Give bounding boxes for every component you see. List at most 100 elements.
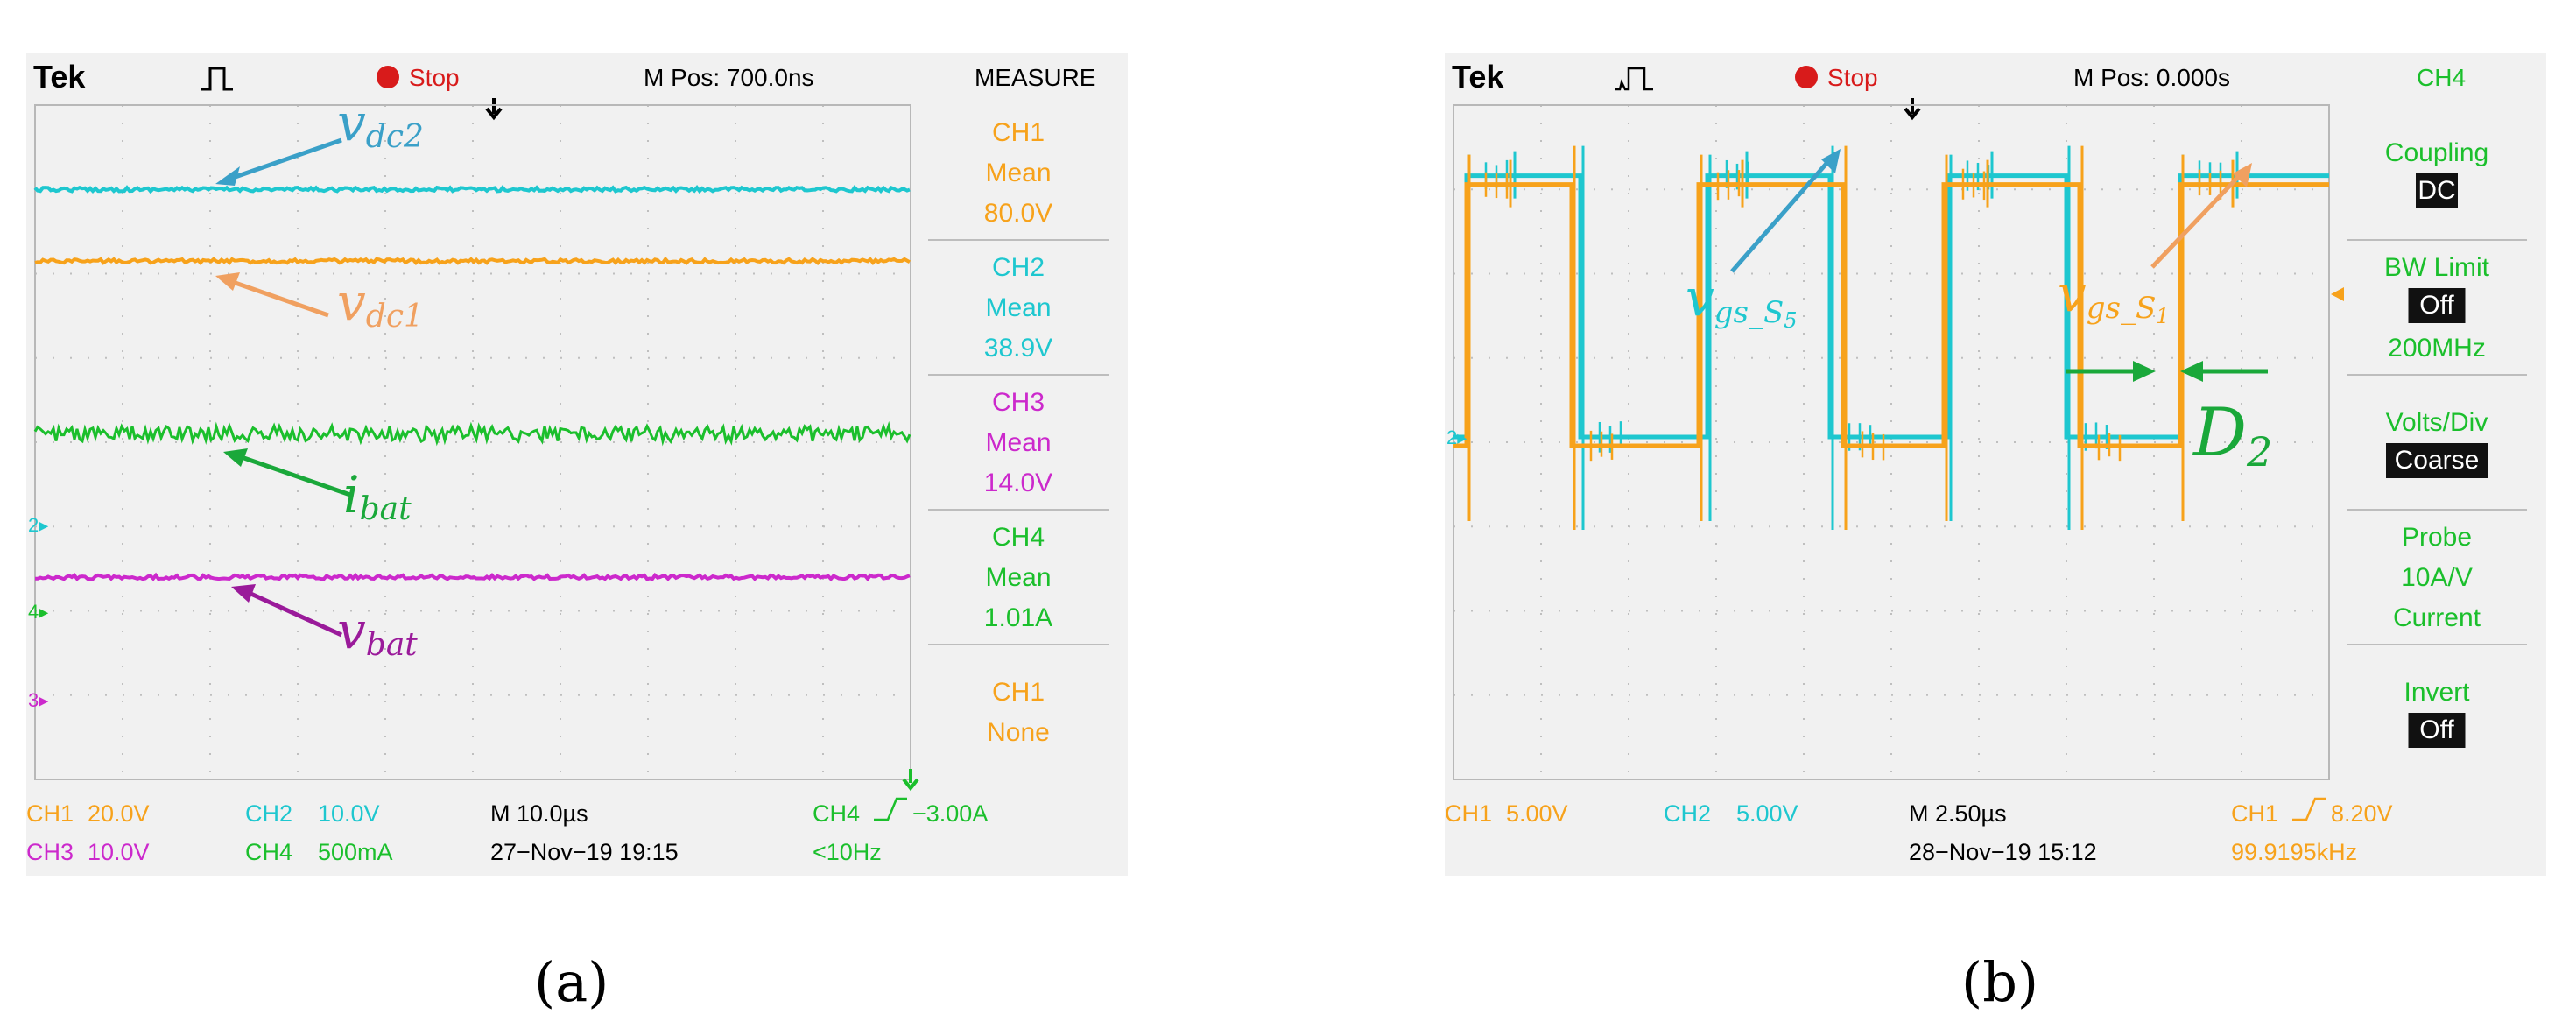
label-d2: D2 — [2192, 393, 2272, 476]
annotation-arrow — [227, 137, 342, 182]
annotation-vdc2: vdc2 — [215, 93, 424, 186]
scope-svg-b: Tek Stop M Pos: 0.000s CH4 2▸ Coupling DC… — [1445, 59, 2527, 865]
arrow-head — [215, 272, 240, 291]
trigger-position-icon — [1904, 98, 1921, 121]
menu-item-text: 200MHz — [2388, 334, 2486, 363]
status-row-2: 28−Nov−19 15:12 99.9195kHz — [1909, 839, 2357, 865]
status-label: Stop — [409, 64, 460, 91]
trigger-level: 8.20V — [2331, 800, 2393, 827]
stop-indicator-icon — [377, 66, 399, 88]
arrow-head — [2133, 361, 2156, 382]
measure-menu: CH1 Mean 80.0V CH2 Mean 38.9V CH3 Mean 14.0V CH4 M… — [928, 118, 1109, 747]
timestamp: 27−Nov−19 19:15 — [490, 839, 679, 865]
ch4-scale: 500mA — [318, 839, 393, 865]
label-ibat: ibat — [343, 465, 412, 527]
menu-item[interactable]: Invert Off — [2404, 678, 2470, 748]
menu-item[interactable]: CH1 Mean 80.0V — [984, 118, 1052, 228]
menu-item-text: BW Limit — [2384, 253, 2490, 282]
arrow-head — [1821, 149, 1841, 173]
subfigure-label-a: (a) — [534, 950, 609, 1014]
menu-item[interactable]: CH2 Mean 38.9V — [984, 253, 1052, 363]
menu-item[interactable]: CH4 Mean 1.01A — [984, 523, 1052, 632]
stop-indicator-icon — [1795, 66, 1818, 88]
menu-item[interactable]: CH1 None — [987, 678, 1050, 747]
annotation-vdc1: vdc1 — [215, 272, 424, 335]
waveforms-b — [1453, 145, 2329, 530]
menu-item-text: Mean — [985, 293, 1051, 322]
menu-item-text: Volts/Div — [2386, 408, 2488, 437]
ch3-label: CH3 — [26, 839, 74, 865]
menu-item-text: Coupling — [2385, 138, 2488, 167]
scope-screen-a: Tek Stop M Pos: 700.0ns MEASURE 2▸ 4▸ 3▸… — [26, 53, 1128, 876]
ch3-ground-marker: 3▸ — [28, 689, 48, 711]
trigger-source: CH1 — [2231, 800, 2278, 827]
ch2-label: CH2 — [1664, 800, 1711, 827]
ch3-scale: 10.0V — [88, 839, 150, 865]
annotation-arrow — [1730, 158, 1832, 273]
arrow-head — [2180, 361, 2203, 382]
label-vdc1: vdc1 — [337, 272, 424, 335]
ch2-scale: 10.0V — [318, 800, 380, 827]
status-row-2: CH3 10.0V CH4 500mA 27−Nov−19 19:15 <10H… — [26, 839, 882, 865]
menu-value-box — [2386, 443, 2488, 478]
arrow-head — [231, 584, 256, 603]
annotation-arrow — [2150, 172, 2243, 269]
menu-item-text: 14.0V — [984, 469, 1052, 497]
trigger-frequency: 99.9195kHz — [2231, 839, 2357, 865]
menu-item-text: Invert — [2404, 678, 2470, 707]
rising-edge-icon — [874, 797, 907, 821]
status-row-1: CH1 20.0V CH2 10.0V M 10.0µs CH4 −3.00A — [26, 797, 988, 827]
annotation-d2: D2 — [2066, 361, 2272, 476]
menu-item-text: CH3 — [992, 388, 1045, 417]
annotation-arrow — [227, 278, 329, 318]
trace-ch3 — [35, 572, 911, 582]
ch4-menu: Coupling DC BW Limit Off 200MHz Volts/Div Coar… — [2347, 138, 2527, 748]
menu-item[interactable]: CH3 Mean 14.0V — [984, 388, 1052, 497]
trace-ch2 — [1453, 173, 2329, 440]
trigger-frequency: <10Hz — [813, 839, 882, 865]
menu-item-text: None — [987, 718, 1050, 747]
ch1-trigger-level-icon — [2331, 287, 2344, 301]
graticule-border — [1453, 104, 2330, 780]
label-vdc2: vdc2 — [337, 93, 424, 155]
ch4-ground-marker: 4▸ — [28, 601, 48, 623]
trigger-position-icon — [485, 98, 503, 121]
menu-value-box — [2408, 288, 2466, 323]
trace-ch2 — [33, 184, 911, 194]
menu-item-text: Mean — [985, 159, 1051, 187]
menu-item[interactable]: Probe 10A/V Current — [2393, 523, 2481, 632]
timestamp: 28−Nov−19 15:12 — [1909, 839, 2097, 865]
menu-value-text: Off — [2419, 715, 2454, 744]
menu-value-box — [2408, 713, 2466, 748]
graticule-a — [34, 104, 911, 780]
annotation-vgs-s1: vgs_S1 — [2058, 163, 2252, 328]
menu-item[interactable]: Coupling DC — [2385, 138, 2488, 208]
status-row-1: CH1 5.00V CH2 5.00V M 2.50µs CH1 8.20V — [1445, 797, 2393, 827]
menu-item[interactable]: BW Limit Off 200MHz — [2384, 253, 2490, 363]
menu-item-text: Probe — [2402, 523, 2472, 552]
annotation-arrow — [243, 588, 343, 638]
trigger-source: CH4 — [813, 800, 860, 827]
rising-edge-icon — [2292, 797, 2326, 821]
ch2-scale: 5.00V — [1736, 800, 1798, 827]
menu-item-text: CH4 — [992, 523, 1045, 552]
menu-value-box — [2416, 173, 2458, 208]
menu-value-text: DC — [2418, 176, 2455, 205]
annotation-arrow — [236, 453, 351, 497]
trace-ch4 — [33, 420, 911, 447]
status-label: Stop — [1827, 64, 1878, 91]
menu-item[interactable]: Volts/Div Coarse — [2386, 408, 2488, 478]
timebase: M 10.0µs — [490, 800, 588, 827]
menu-item-text: 38.9V — [984, 334, 1052, 363]
ch1-label: CH1 — [26, 800, 74, 827]
waveforms-a — [33, 184, 911, 582]
menu-item-text: CH1 — [992, 118, 1045, 147]
menu-item-text: Mean — [985, 428, 1051, 457]
timebase: M 2.50µs — [1909, 800, 2007, 827]
ch4-trigger-level-icon — [902, 769, 919, 792]
brand-label: Tek — [33, 59, 86, 95]
scope-screen-b: Tek Stop M Pos: 0.000s CH4 2▸ Coupling DC… — [1445, 53, 2546, 876]
scope-svg-a: Tek Stop M Pos: 700.0ns MEASURE 2▸ 4▸ 3▸… — [26, 59, 1109, 865]
mpos-label: M Pos: 700.0ns — [644, 64, 814, 91]
label-vbat: vbat — [337, 601, 418, 663]
